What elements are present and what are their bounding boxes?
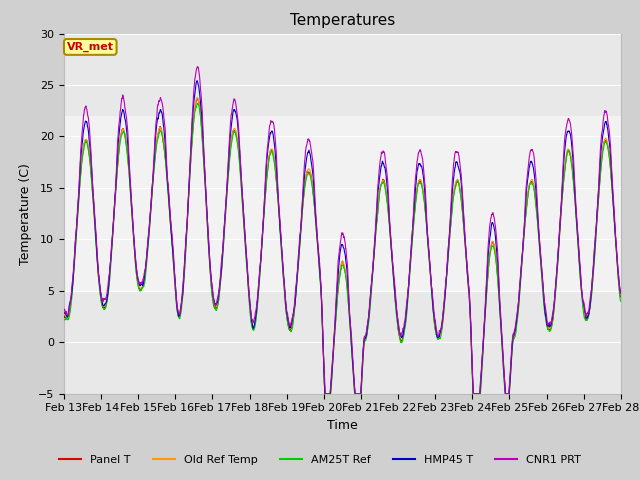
AM25T Ref [216,290,223,296]
HMP45 T [371,237,379,243]
HMP45 T [216,284,223,289]
Old Ref Temp [359,354,367,360]
AM25T Ref [505,391,513,396]
HMP45 T [193,78,201,84]
Panel T [568,162,576,168]
Legend: Panel T, Old Ref Temp, AM25T Ref, HMP45 T, CNR1 PRT: Panel T, Old Ref Temp, AM25T Ref, HMP45 … [54,451,586,469]
HMP45 T [617,290,625,296]
CNR1 PRT [505,391,513,396]
CNR1 PRT [568,136,576,142]
CNR1 PRT [60,308,68,313]
Panel T [321,391,329,396]
Bar [64,116,621,291]
Panel T [359,356,367,362]
CNR1 PRT [216,284,223,290]
AM25T Ref [568,165,576,171]
CNR1 PRT [584,310,591,316]
Line: AM25T Ref: AM25T Ref [64,103,621,394]
Panel T [505,391,513,396]
Old Ref Temp [584,313,591,319]
Panel T [60,312,68,318]
Old Ref Temp [568,162,576,168]
Old Ref Temp [60,312,68,318]
CNR1 PRT [617,291,625,297]
CNR1 PRT [321,391,329,396]
Panel T [216,288,223,294]
Text: VR_met: VR_met [67,42,114,52]
Old Ref Temp [617,292,625,298]
HMP45 T [359,351,367,357]
AM25T Ref [321,391,329,396]
X-axis label: Time: Time [327,419,358,432]
Line: Panel T: Panel T [64,98,621,394]
AM25T Ref [60,317,68,323]
Line: Old Ref Temp: Old Ref Temp [64,98,621,394]
AM25T Ref [359,357,367,363]
AM25T Ref [371,240,379,246]
Old Ref Temp [216,288,223,294]
Line: HMP45 T: HMP45 T [64,81,621,394]
AM25T Ref [193,100,201,106]
Panel T [584,315,591,321]
Title: Temperatures: Temperatures [290,13,395,28]
HMP45 T [584,314,591,320]
CNR1 PRT [194,64,202,70]
Old Ref Temp [505,391,513,396]
Old Ref Temp [193,95,201,101]
HMP45 T [321,391,329,396]
AM25T Ref [617,299,625,304]
HMP45 T [568,146,576,152]
Y-axis label: Temperature (C): Temperature (C) [19,163,33,264]
CNR1 PRT [359,350,367,356]
CNR1 PRT [371,233,379,239]
Panel T [617,294,625,300]
Old Ref Temp [321,391,329,396]
Panel T [371,238,379,244]
AM25T Ref [584,316,591,322]
HMP45 T [505,391,513,396]
Old Ref Temp [371,237,379,243]
Panel T [193,95,201,101]
Line: CNR1 PRT: CNR1 PRT [64,67,621,394]
HMP45 T [60,310,68,315]
